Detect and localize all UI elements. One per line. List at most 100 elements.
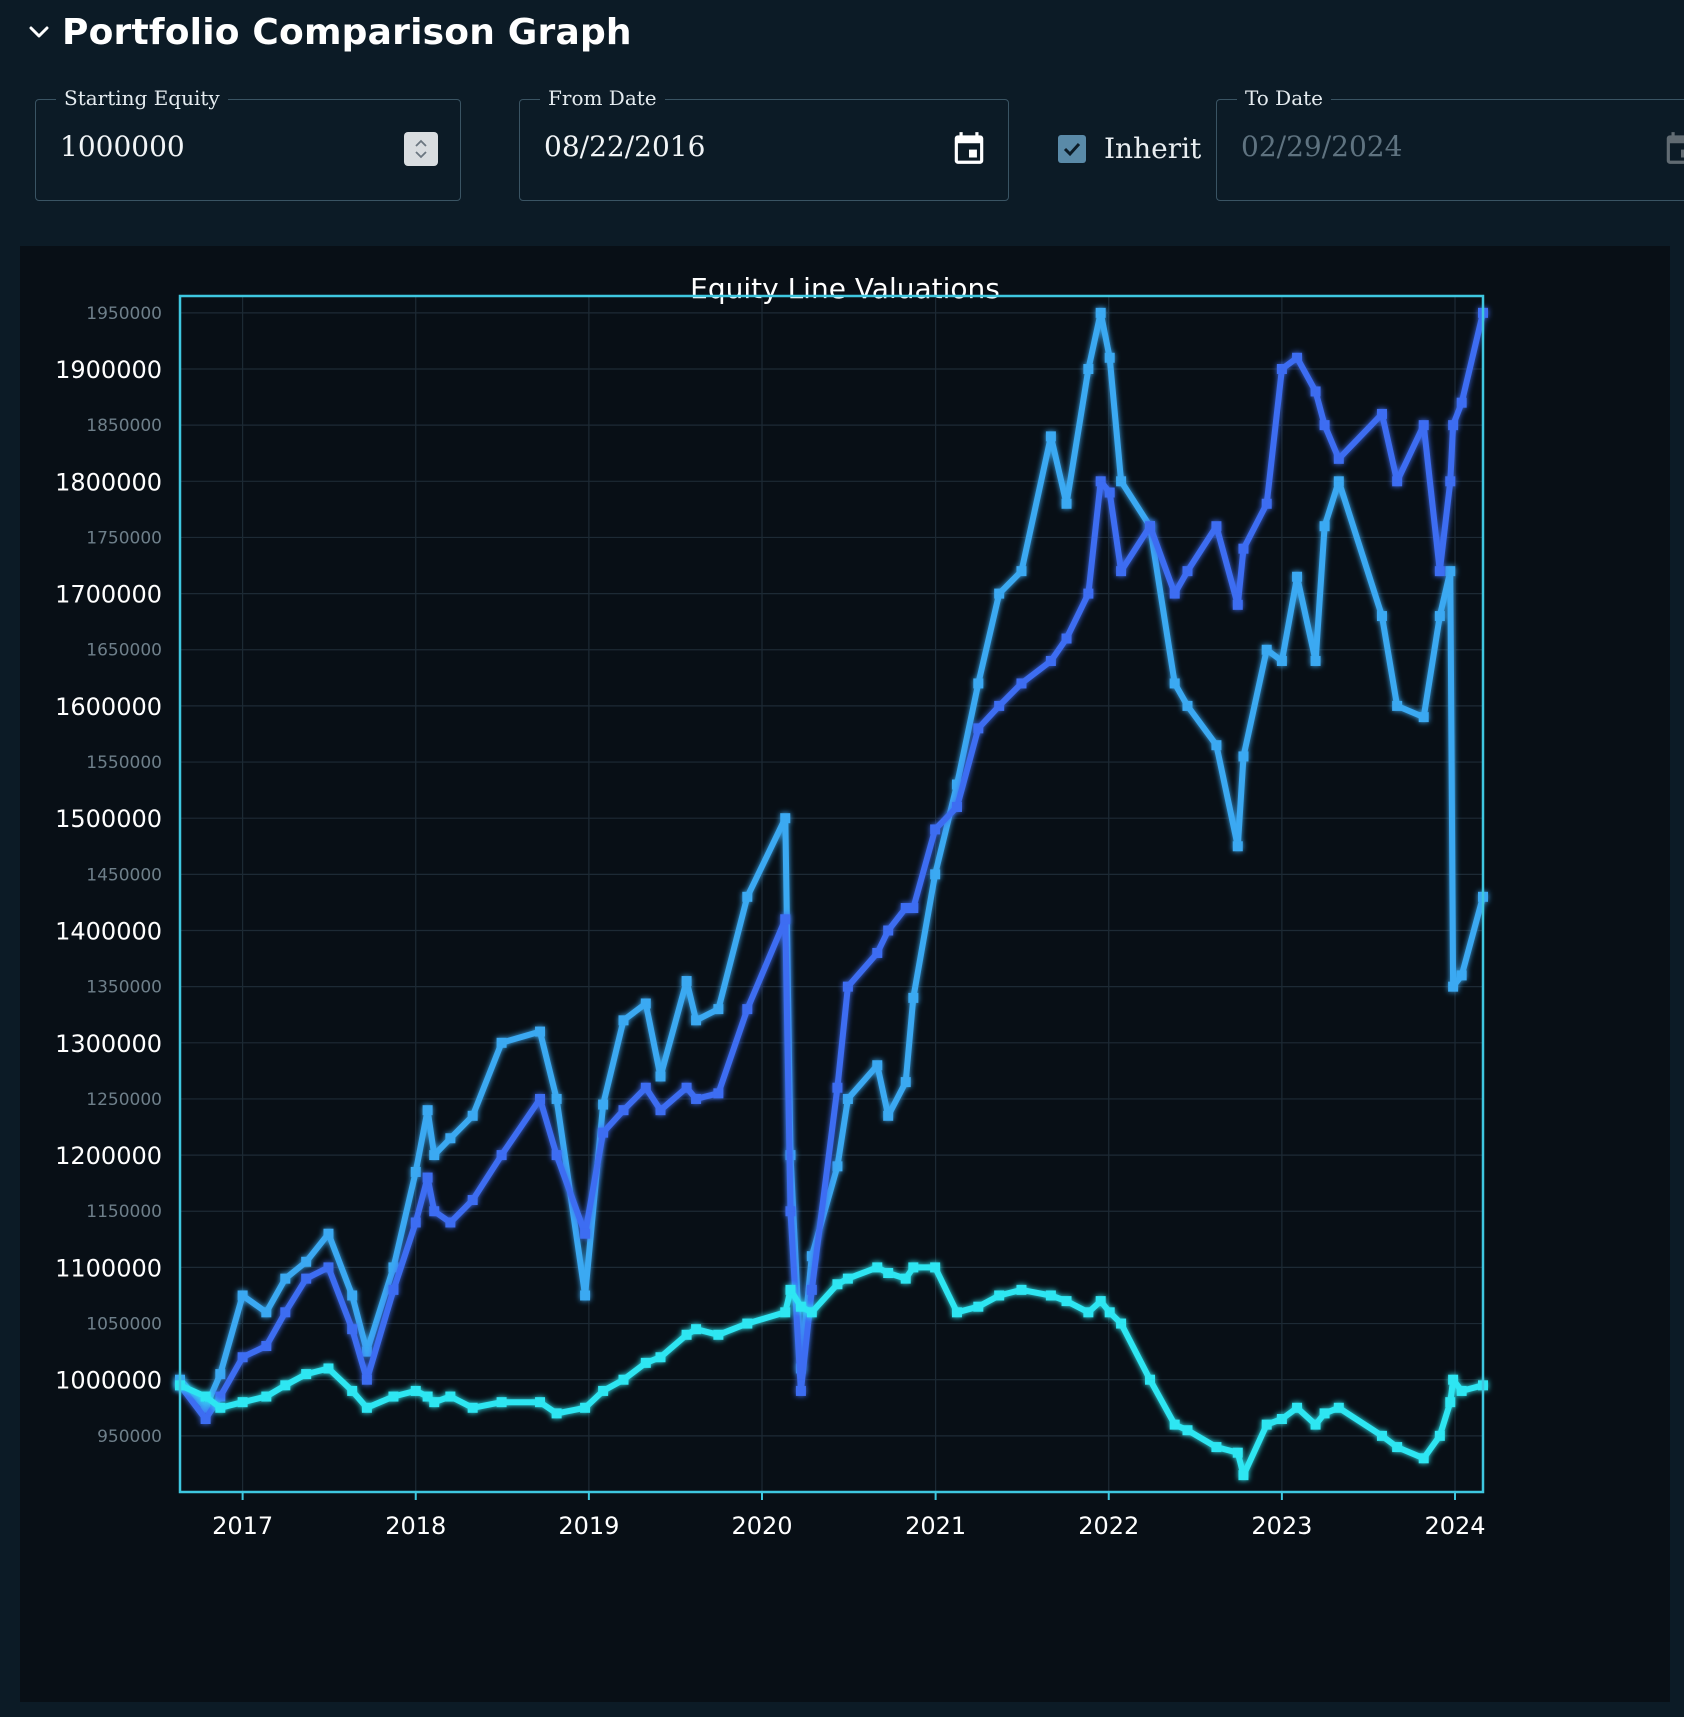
data-point [280, 1307, 291, 1318]
data-point [1448, 1374, 1459, 1385]
data-point [872, 1060, 883, 1071]
data-point [1232, 1447, 1243, 1458]
y-tick-label: 1700000 [55, 581, 162, 609]
data-point [1392, 1442, 1403, 1453]
data-point [806, 1251, 817, 1262]
data-point [1095, 1296, 1106, 1307]
data-point [1095, 476, 1106, 487]
y-axis-ticks: 1000000 1100000 1200000 1300000 1400000 15000… [55, 304, 162, 1447]
data-point [467, 1110, 478, 1121]
inherit-toggle[interactable]: Inherit [1058, 132, 1201, 165]
to-date-input: 02/29/2024 [1241, 130, 1403, 163]
x-tick-label: 2018 [385, 1512, 446, 1540]
y-tick-label: 1450000 [86, 865, 162, 885]
data-point [1211, 521, 1222, 532]
data-point [1045, 1290, 1056, 1301]
calendar-icon [1666, 132, 1684, 164]
data-point [1261, 644, 1272, 655]
data-point [598, 1385, 609, 1396]
data-point [361, 1402, 372, 1413]
data-point [1238, 1470, 1249, 1481]
x-tick-label: 2017 [212, 1512, 273, 1540]
data-point [795, 1301, 806, 1312]
data-point [1061, 498, 1072, 509]
data-point [1292, 352, 1303, 363]
y-tick-label: 1500000 [55, 805, 162, 833]
y-tick-label: 1200000 [55, 1142, 162, 1170]
data-point [1310, 386, 1321, 397]
series-line-1 [175, 307, 1488, 1413]
data-point [640, 1357, 651, 1368]
data-point [994, 1290, 1005, 1301]
inherit-label: Inherit [1104, 132, 1202, 165]
data-point [951, 1307, 962, 1318]
data-point [832, 1161, 843, 1172]
data-point [742, 1004, 753, 1015]
data-point [261, 1307, 272, 1318]
data-point [681, 1082, 692, 1093]
data-point [200, 1402, 211, 1413]
data-point [1238, 543, 1249, 554]
data-point [1292, 1402, 1303, 1413]
data-point [445, 1133, 456, 1144]
data-point [1376, 611, 1387, 622]
data-point [1319, 521, 1330, 532]
data-point [200, 1414, 211, 1425]
data-point [1276, 1414, 1287, 1425]
data-point [691, 1093, 702, 1104]
data-point [1083, 588, 1094, 599]
data-point [994, 700, 1005, 711]
data-point [215, 1391, 226, 1402]
to-date-field: To Date 02/29/2024 [1216, 86, 1684, 201]
data-point [640, 998, 651, 1009]
data-point [1083, 1307, 1094, 1318]
calendar-icon[interactable] [950, 128, 988, 168]
data-point [301, 1273, 312, 1284]
data-point [429, 1397, 440, 1408]
data-point [691, 1324, 702, 1335]
x-tick-label: 2022 [1078, 1512, 1139, 1540]
data-point [1310, 655, 1321, 666]
data-point [1211, 740, 1222, 751]
starting-equity-input[interactable]: 1000000 [60, 130, 185, 163]
data-point [951, 779, 962, 790]
from-date-field[interactable]: From Date 08/22/2016 [519, 86, 1009, 201]
data-point [1232, 599, 1243, 610]
data-point [842, 981, 853, 992]
data-point [1061, 1296, 1072, 1307]
data-point [973, 678, 984, 689]
data-point [361, 1374, 372, 1385]
series-path [177, 309, 1486, 1422]
data-point [347, 1324, 358, 1335]
data-point [900, 1273, 911, 1284]
starting-equity-label: Starting Equity [56, 86, 228, 110]
data-point [1434, 611, 1445, 622]
data-point [900, 903, 911, 914]
data-point [795, 1385, 806, 1396]
y-tick-label: 1300000 [55, 1030, 162, 1058]
data-point [301, 1256, 312, 1267]
data-point [1045, 655, 1056, 666]
data-point [930, 1262, 941, 1273]
data-point [1392, 476, 1403, 487]
data-point [832, 1082, 843, 1093]
data-point [1448, 420, 1459, 431]
data-point [1169, 678, 1180, 689]
from-date-input[interactable]: 08/22/2016 [544, 130, 706, 163]
chevron-down-icon[interactable] [28, 21, 50, 43]
data-point [1276, 363, 1287, 374]
number-stepper[interactable] [404, 132, 438, 166]
data-point [535, 1093, 546, 1104]
data-point [1045, 431, 1056, 442]
y-tick-label: 1350000 [86, 978, 162, 998]
data-point [496, 1397, 507, 1408]
data-point [1434, 1430, 1445, 1441]
data-point [1333, 453, 1344, 464]
starting-equity-field[interactable]: Starting Equity 1000000 [35, 86, 461, 201]
equity-line-chart[interactable]: Equity Line Valuations 1000000 1100000 120… [20, 246, 1670, 1702]
data-point [496, 1037, 507, 1048]
section-header[interactable]: Portfolio Comparison Graph [28, 8, 632, 56]
inherit-checkbox[interactable] [1058, 134, 1086, 163]
data-point [1182, 700, 1193, 711]
y-tick-label: 1950000 [86, 304, 162, 324]
